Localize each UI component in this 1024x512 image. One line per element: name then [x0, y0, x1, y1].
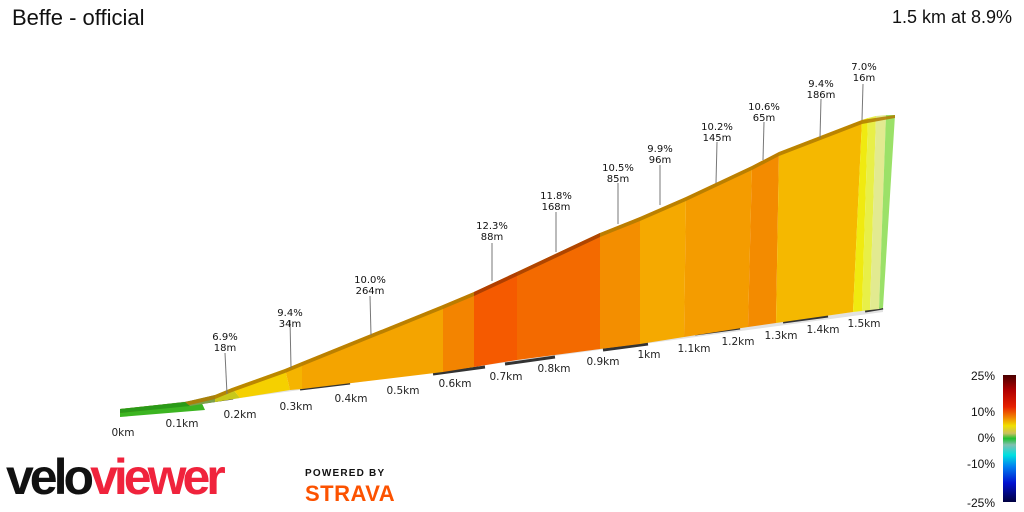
svg-text:186m: 186m: [807, 90, 836, 101]
svg-text:0%: 0%: [978, 431, 996, 445]
color-scale-labels: 25% 10% 0% -10% -25%: [967, 369, 995, 510]
svg-text:18m: 18m: [214, 343, 236, 354]
svg-text:0.4km: 0.4km: [334, 393, 367, 405]
svg-text:0.9km: 0.9km: [586, 356, 619, 368]
svg-text:10%: 10%: [971, 405, 995, 419]
svg-text:10.2%: 10.2%: [701, 122, 733, 133]
segment-10.2: [684, 166, 752, 337]
svg-text:9.4%: 9.4%: [808, 79, 833, 90]
svg-text:168m: 168m: [542, 202, 571, 213]
svg-text:0.2km: 0.2km: [223, 409, 256, 421]
segment-9.4-long: [776, 120, 862, 323]
svg-text:0.5km: 0.5km: [386, 385, 419, 397]
svg-text:264m: 264m: [356, 286, 385, 297]
segment-10.6: [748, 152, 779, 327]
svg-text:7.0%: 7.0%: [851, 62, 876, 73]
powered-by-label: POWERED BY: [305, 468, 386, 479]
svg-text:16m: 16m: [853, 73, 875, 84]
svg-text:96m: 96m: [649, 155, 671, 166]
segment-10.0: [302, 305, 443, 389]
svg-text:-10%: -10%: [967, 457, 995, 471]
svg-text:88m: 88m: [481, 232, 503, 243]
svg-text:10.0%: 10.0%: [354, 275, 386, 286]
svg-text:1.5km: 1.5km: [847, 318, 880, 330]
svg-text:1.3km: 1.3km: [764, 330, 797, 342]
svg-text:1.4km: 1.4km: [806, 324, 839, 336]
svg-text:0.8km: 0.8km: [537, 363, 570, 375]
svg-text:6.9%: 6.9%: [212, 332, 237, 343]
svg-text:12.3%: 12.3%: [476, 221, 508, 232]
label-leaders: [224, 83, 864, 395]
x-axis-km-labels: 0km 0.1km 0.2km 0.3km 0.4km 0.5km 0.6km …: [112, 318, 881, 439]
segment-9.9: [640, 197, 686, 344]
svg-text:0.1km: 0.1km: [165, 418, 198, 430]
svg-text:145m: 145m: [703, 133, 732, 144]
svg-text:0.7km: 0.7km: [489, 371, 522, 383]
svg-text:34m: 34m: [279, 319, 301, 330]
svg-text:11.8%: 11.8%: [540, 191, 572, 202]
strava-logo: STRAVA: [305, 481, 396, 506]
svg-text:1km: 1km: [638, 349, 661, 361]
svg-text:-25%: -25%: [967, 496, 995, 510]
segment-12.3: [474, 272, 517, 367]
svg-text:65m: 65m: [753, 113, 775, 124]
segment-11.8: [517, 233, 600, 360]
page-title: Beffe - official: [12, 5, 145, 30]
svg-text:10.5%: 10.5%: [602, 163, 634, 174]
climb-summary: 1.5 km at 8.9%: [891, 7, 1012, 27]
svg-text:0.6km: 0.6km: [438, 378, 471, 390]
svg-text:0km: 0km: [112, 427, 135, 439]
segment-10.5: [600, 217, 640, 349]
svg-text:25%: 25%: [971, 369, 995, 383]
svg-text:0.3km: 0.3km: [279, 401, 312, 413]
svg-text:1.2km: 1.2km: [721, 336, 754, 348]
segment-labels: 6.9% 18m 9.4% 34m 10.0% 264m 12.3% 88m 1…: [212, 62, 876, 354]
gradient-color-scale: [1003, 375, 1016, 502]
svg-text:9.4%: 9.4%: [277, 308, 302, 319]
segment-6.9: [215, 388, 240, 402]
svg-text:1.1km: 1.1km: [677, 343, 710, 355]
svg-text:9.9%: 9.9%: [647, 144, 672, 155]
svg-text:10.6%: 10.6%: [748, 102, 780, 113]
segment-7.0: [853, 118, 868, 312]
svg-text:85m: 85m: [607, 174, 629, 185]
veloviewer-logo: veloviewer: [6, 449, 226, 505]
